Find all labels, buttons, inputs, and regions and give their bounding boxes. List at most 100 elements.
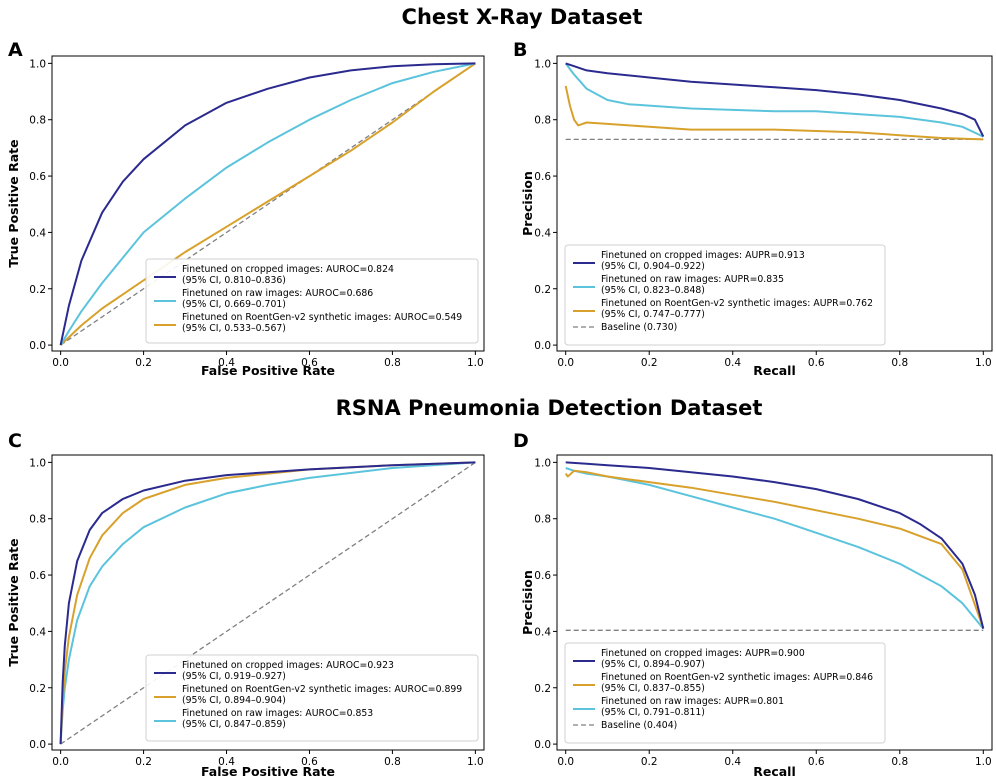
y-tick-label: 0.2 [29, 683, 46, 695]
x-tick-label: 1.0 [975, 756, 992, 768]
series-line-synthetic [59, 62, 476, 346]
legend-entry: Finetuned on raw images: AUPR=0.801 [601, 696, 784, 707]
y-tick-label: 0.2 [29, 284, 46, 296]
x-tick-label: 0.6 [301, 756, 318, 768]
x-axis-label: Recall [753, 363, 796, 378]
y-tick-label: 0.4 [534, 626, 551, 638]
y-tick-label: 0.0 [534, 739, 551, 751]
legend-ci: (95% CI, 0.791–0.811) [601, 707, 705, 718]
legend-entry: Finetuned on RoentGen-v2 synthetic image… [182, 684, 462, 695]
y-tick-label: 0.6 [534, 570, 551, 582]
legend-entry: Finetuned on RoentGen-v2 synthetic image… [601, 672, 873, 683]
legend-entry: Finetuned on RoentGen-v2 synthetic image… [182, 312, 462, 323]
y-tick-label: 0.6 [29, 171, 46, 183]
y-tick-label: 0.2 [534, 683, 551, 695]
legend-entry: Baseline (0.404) [601, 720, 677, 731]
plot-frame [556, 55, 993, 352]
y-tick-label: 0.8 [534, 115, 551, 127]
y-tick-label: 1.0 [29, 58, 46, 70]
legend-box [145, 258, 479, 344]
y-axis-label: True Positive Rate [6, 139, 21, 267]
y-axis-label: Precision [520, 171, 535, 236]
x-axis-label: Recall [753, 764, 796, 779]
y-tick-label: 0.6 [534, 171, 551, 183]
x-tick-label: 0.4 [218, 756, 235, 768]
section-title-chest-xray: Chest X-Ray Dataset [402, 5, 643, 29]
series-line-raw [564, 62, 984, 138]
x-tick-label: 0.2 [641, 756, 658, 768]
legend-entry: Finetuned on cropped images: AUPR=0.913 [601, 250, 805, 261]
series-group [59, 461, 476, 745]
legend: Finetuned on cropped images: AUROC=0.824… [145, 258, 479, 344]
series-group [564, 62, 985, 141]
series-line-synthetic [564, 469, 985, 629]
section-title-rsna: RSNA Pneumonia Detection Dataset [336, 396, 763, 420]
panel-b: B 0.0 0.2 0.4 0.6 0.8 1.0 0.0 0.2 0.4 0.6 0.8 1.0 Rec… [513, 39, 993, 378]
panel-c: C 0.0 0.2 0.4 0.6 0.8 1.0 0.0 0.2 0.4 0.6 0.8 1.0 Fal… [6, 430, 485, 779]
legend-ci: (95% CI, 0.823–0.848) [601, 285, 705, 296]
baseline-line [60, 62, 476, 346]
legend-ci: (95% CI, 0.669–0.701) [182, 299, 286, 310]
x-tick-label: 0.4 [724, 357, 741, 369]
legend-box [564, 244, 886, 346]
panel-a: A 0.0 0.2 0.4 0.6 0.8 1.0 0.0 0.2 0.4 0.6 0.8 1.0 Fal… [6, 39, 485, 378]
x-tick-label: 0.8 [384, 756, 401, 768]
legend-ci: (95% CI, 0.919–0.927) [182, 671, 286, 682]
y-tick-label: 1.0 [534, 457, 551, 469]
x-tick-label: 0.0 [52, 756, 69, 768]
y-tick-label: 1.0 [534, 58, 551, 70]
series-line-cropped [565, 62, 985, 138]
panel-label: D [513, 430, 529, 452]
legend-ci: (95% CI, 0.847–0.859) [182, 719, 286, 730]
y-tick-label: 0.2 [534, 284, 551, 296]
panel-d: D 0.0 0.2 0.4 0.6 0.8 1.0 0.0 0.2 0.4 0.6 0.8 1.0 Rec… [513, 430, 993, 779]
x-tick-label: 0.2 [135, 357, 152, 369]
x-tick-label: 0.8 [891, 756, 908, 768]
legend-ci: (95% CI, 0.894–0.907) [601, 659, 705, 670]
legend-entry: Finetuned on cropped images: AUPR=0.900 [601, 648, 805, 659]
series-group [59, 62, 476, 346]
x-tick-label: 0.4 [218, 357, 235, 369]
series-line-synthetic [564, 85, 984, 141]
x-tick-label: 0.6 [808, 756, 825, 768]
legend-ci: (95% CI, 0.837–0.855) [601, 683, 705, 694]
legend-ci: (95% CI, 0.747–0.777) [601, 309, 705, 320]
x-tick-label: 0.6 [808, 357, 825, 369]
y-tick-label: 0.6 [29, 570, 46, 582]
y-tick-label: 1.0 [29, 457, 46, 469]
y-tick-label: 0.4 [29, 227, 46, 239]
y-tick-label: 0.0 [534, 340, 551, 352]
x-tick-label: 0.0 [557, 357, 574, 369]
x-tick-label: 0.2 [135, 756, 152, 768]
series-line-cropped [59, 62, 476, 346]
x-tick-label: 1.0 [467, 357, 484, 369]
legend-entry: Finetuned on RoentGen-v2 synthetic image… [601, 298, 873, 309]
legend: Finetuned on cropped images: AUPR=0.900(… [564, 642, 886, 744]
panel-label: B [513, 39, 527, 61]
y-axis-label: Precision [520, 570, 535, 635]
series-group [564, 461, 985, 631]
y-tick-label: 0.8 [29, 514, 46, 526]
x-tick-label: 0.0 [557, 756, 574, 768]
legend-entry: Finetuned on raw images: AUROC=0.853 [182, 708, 373, 719]
legend-entry: Finetuned on raw images: AUPR=0.835 [601, 274, 784, 285]
plot-frame [51, 454, 485, 751]
x-tick-label: 0.6 [301, 357, 318, 369]
series-line-cropped [59, 461, 476, 745]
x-axis-label: False Positive Rate [201, 363, 335, 378]
plot-frame [51, 55, 485, 352]
panels: A 0.0 0.2 0.4 0.6 0.8 1.0 0.0 0.2 0.4 0.6 0.8 1.0 Fal… [6, 39, 993, 779]
x-tick-label: 1.0 [467, 756, 484, 768]
legend-entry: Finetuned on raw images: AUROC=0.686 [182, 288, 373, 299]
legend-box [564, 642, 886, 744]
legend-ci: (95% CI, 0.894–0.904) [182, 695, 286, 706]
legend-ci: (95% CI, 0.810–0.836) [182, 275, 286, 286]
x-tick-label: 0.8 [384, 357, 401, 369]
y-tick-label: 0.0 [29, 739, 46, 751]
series-line-raw [565, 467, 985, 630]
legend-entry: Finetuned on cropped images: AUROC=0.923 [182, 660, 394, 671]
series-line-cropped [565, 461, 985, 629]
y-tick-label: 0.8 [534, 514, 551, 526]
x-axis-label: False Positive Rate [201, 764, 335, 779]
